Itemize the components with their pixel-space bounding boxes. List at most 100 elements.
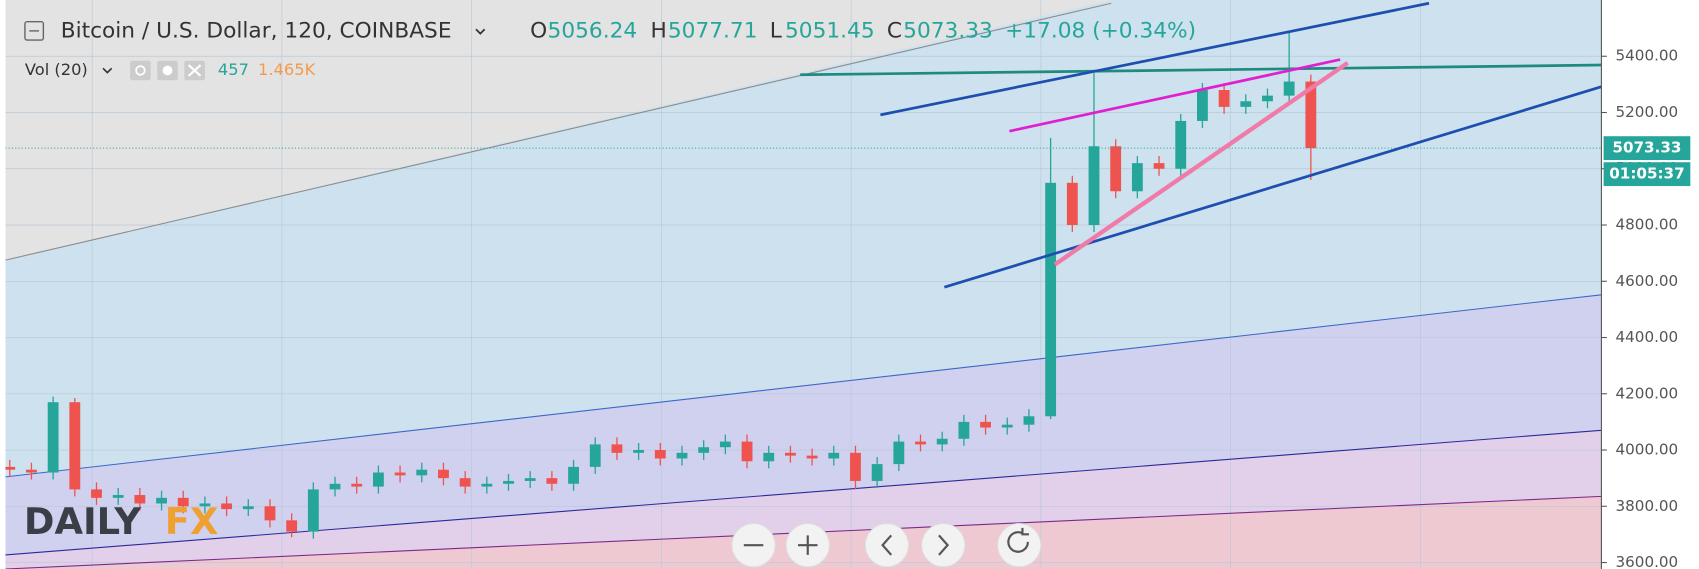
chevron[interactable] — [475, 28, 486, 35]
candle-body — [459, 478, 471, 487]
candle-body — [329, 483, 341, 490]
candle-body — [936, 438, 948, 445]
candle-body — [242, 506, 254, 510]
candle-body — [481, 483, 493, 487]
resistance-line — [800, 63, 1602, 77]
candle-body — [1131, 163, 1143, 192]
gear-icon — [162, 65, 173, 76]
last-price-label: 5073.33 — [1612, 139, 1681, 157]
drawings-top — [800, 1, 1602, 289]
candle-body — [112, 495, 124, 498]
candle-body — [611, 444, 623, 453]
collapse-button[interactable] — [24, 20, 45, 41]
ohlc-label: O — [530, 18, 547, 43]
channel-lower — [943, 85, 1602, 289]
y-tick-label: 4000.00 — [1616, 441, 1679, 459]
candle-body — [394, 472, 406, 476]
candle-body — [828, 452, 840, 459]
candles — [5, 30, 1602, 539]
candle-body — [438, 469, 449, 479]
last-price-badge — [1603, 136, 1691, 161]
countdown-badge — [1603, 162, 1691, 187]
scroll-left-button[interactable] — [864, 522, 910, 568]
candle-body — [1305, 81, 1317, 149]
left-icon — [881, 534, 893, 556]
candle-body — [633, 450, 645, 453]
candle-body — [654, 450, 666, 459]
candle-body — [372, 472, 384, 487]
logo: DAILY FX — [24, 500, 219, 543]
candle-body — [286, 520, 298, 532]
legend-bar: Bitcoin / U.S. Dollar, 120, COINBASE O 5… — [24, 18, 1196, 81]
candle-body — [1153, 163, 1165, 169]
navigation-buttons — [731, 522, 1042, 568]
close-icon — [187, 64, 202, 77]
candle-body — [1240, 101, 1252, 107]
candle-body — [5, 466, 16, 470]
candle-body — [784, 452, 796, 456]
y-tick-label: 5400.00 — [1616, 47, 1679, 65]
candle-body — [1262, 95, 1273, 102]
logo-text: DAILY — [24, 500, 143, 543]
wedge-upper — [1009, 58, 1341, 133]
trend-line — [5, 2, 1112, 261]
wedge-lower — [1053, 61, 1349, 267]
candle-body — [1218, 90, 1230, 107]
candle-body — [546, 478, 558, 484]
candle-body — [1045, 182, 1057, 417]
logo-text: FX — [165, 500, 219, 543]
candle-body — [91, 489, 102, 498]
ohlc-value: 5077.71 — [668, 18, 758, 43]
candle-body — [1175, 120, 1187, 169]
candle-body — [177, 497, 189, 507]
candle-body — [351, 483, 363, 487]
symbol-title[interactable]: Bitcoin / U.S. Dollar, 120, COINBASE — [61, 18, 452, 43]
candle-body — [1023, 416, 1035, 425]
chevron[interactable] — [102, 67, 113, 74]
visibility-button[interactable] — [130, 60, 151, 81]
ohlc-value: 5073.33 — [903, 18, 993, 43]
plus-icon — [797, 535, 818, 555]
ohlc-label: C — [887, 18, 902, 43]
candle-body — [1196, 90, 1208, 121]
candle-body — [156, 497, 167, 504]
volume-value: 457 — [218, 60, 249, 79]
candle-body — [676, 452, 688, 459]
reset-button[interactable] — [996, 522, 1042, 568]
y-tick-label: 4400.00 — [1616, 328, 1679, 346]
candle-body — [307, 489, 319, 532]
change: +17.08 (+0.34%) — [1005, 18, 1196, 43]
right-icon — [938, 534, 950, 556]
channel-line — [5, 429, 1602, 556]
candle-body — [1001, 424, 1013, 428]
y-tick-label: 4600.00 — [1616, 272, 1679, 290]
candle-body — [915, 441, 926, 445]
candle-body — [698, 447, 710, 453]
scroll-right-button[interactable] — [921, 522, 966, 568]
candle-body — [568, 466, 579, 484]
candle-body — [1088, 146, 1100, 226]
candle-body — [69, 402, 81, 490]
candle-body — [1066, 182, 1078, 226]
candle-body — [719, 441, 731, 448]
price-axis: 3600.00 3800.00 4000.00 4200.00 4400.00 4600.… — [1601, 47, 1691, 569]
candle-body — [199, 503, 211, 507]
candle-body — [589, 444, 601, 467]
candle-body — [134, 495, 146, 504]
candle-body — [503, 480, 514, 484]
ohlc-label: H — [651, 18, 667, 43]
y-tick-label: 5200.00 — [1616, 103, 1679, 121]
y-tick-label: 4800.00 — [1616, 216, 1679, 234]
ohlc-value: 5051.45 — [785, 18, 875, 43]
channel-line — [5, 294, 1602, 478]
volume-ma: 1.465K — [258, 60, 316, 79]
plot-background — [5, 0, 1602, 569]
ohlc-label: L — [770, 18, 782, 43]
volume-label[interactable]: Vol (20) — [25, 60, 88, 79]
candle-body — [1110, 146, 1122, 192]
y-tick-label: 3800.00 — [1616, 497, 1679, 515]
candle-body — [47, 402, 59, 473]
candle-body — [958, 421, 970, 439]
candle-body — [264, 506, 276, 521]
